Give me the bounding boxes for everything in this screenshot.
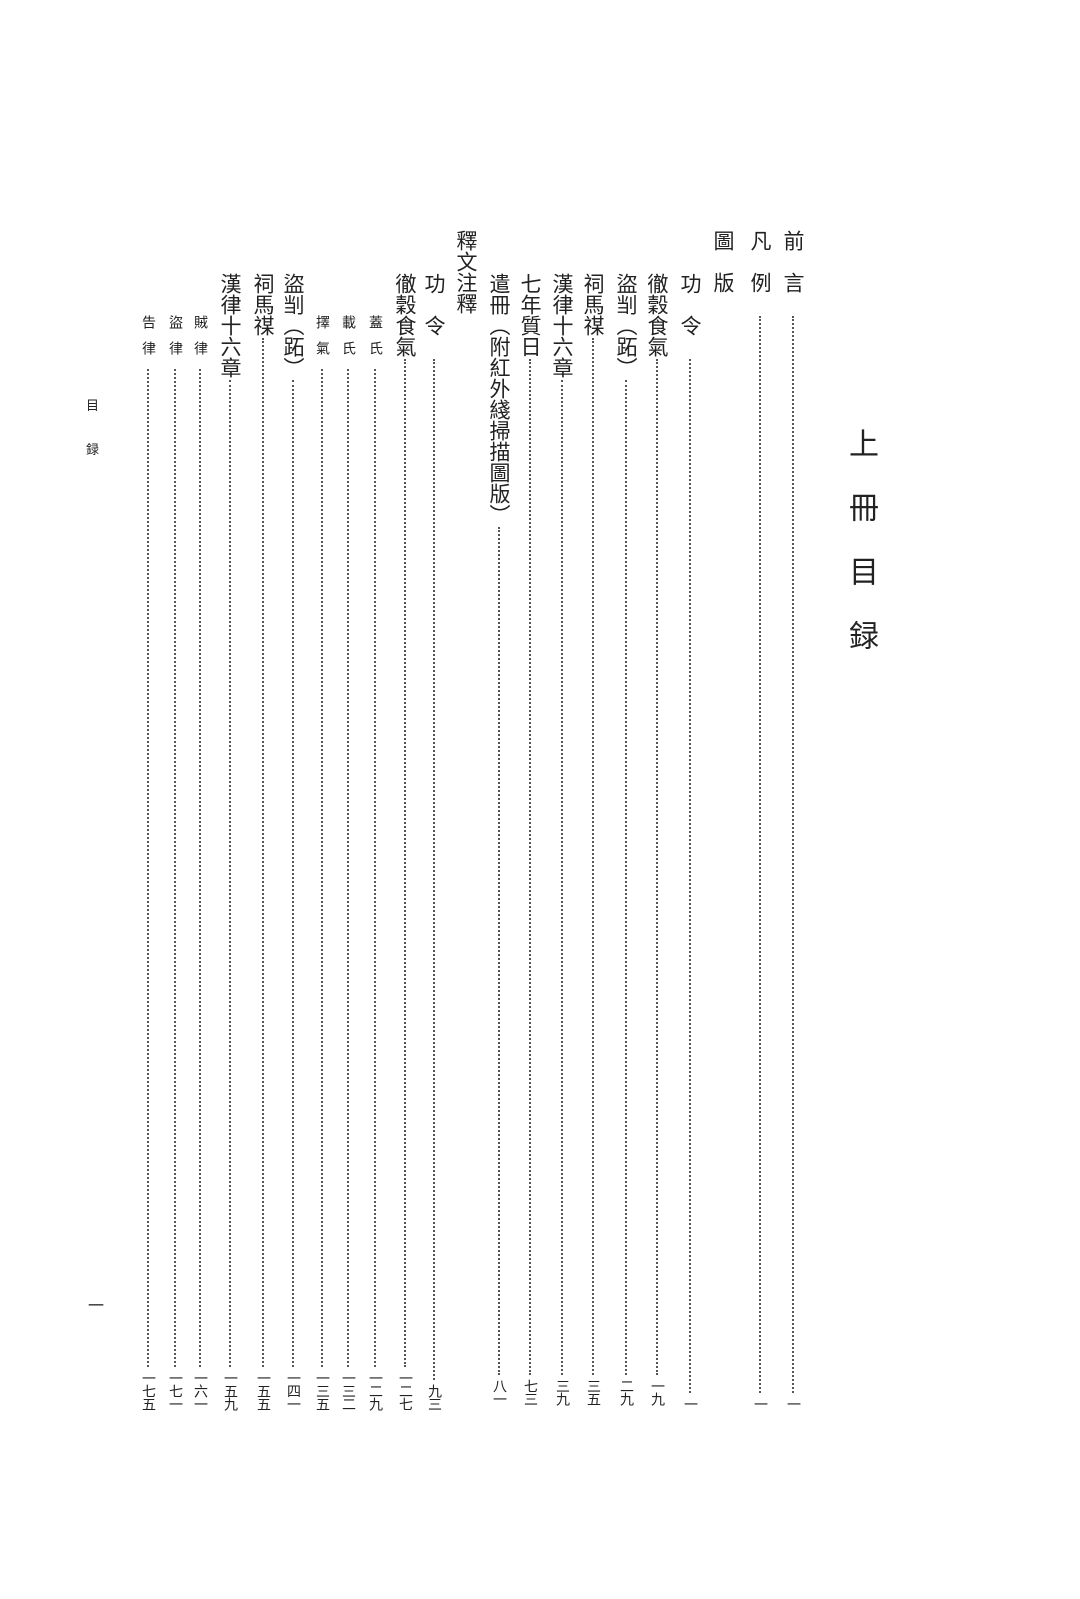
dot-leader (433, 359, 435, 1380)
toc-entry[interactable]: 祠馬禖 一五五 (248, 273, 278, 1410)
dot-leader (792, 316, 794, 1393)
running-head: 録 (86, 443, 100, 458)
entry-title: 漢律十六章 (550, 273, 574, 378)
page-number: 一 (88, 1296, 105, 1315)
dot-leader (292, 380, 294, 1367)
entry-title: 遣冊（附紅外綫掃描圖版） (487, 273, 511, 525)
entry-page: 二九 (618, 1379, 634, 1405)
entry-page: 一三五 (314, 1371, 330, 1410)
toc-entry[interactable]: 漢律十六章 三九 (547, 273, 577, 1405)
dot-leader (592, 338, 594, 1375)
dot-leader (561, 380, 563, 1375)
dot-leader (262, 338, 264, 1367)
dot-leader (147, 369, 149, 1367)
entry-page: 七三 (522, 1379, 538, 1405)
entry-page: 一 (752, 1397, 768, 1410)
toc-entry[interactable]: 祠馬禖 三五 (578, 273, 608, 1405)
dot-leader (529, 359, 531, 1375)
dot-leader (347, 369, 349, 1367)
entry-title: 盜㓥（跖） (281, 273, 305, 378)
toc-entry[interactable]: 功令 九三 (419, 273, 449, 1410)
toc-entry[interactable]: 告律 一七五 (133, 315, 163, 1410)
dot-leader (229, 380, 231, 1367)
entry-page: 一五九 (222, 1371, 238, 1410)
toc-entry[interactable]: 七年質日 七三 (515, 273, 545, 1405)
dot-leader (759, 316, 761, 1393)
page-title: 上冊目録 (843, 428, 878, 684)
toc-entry[interactable]: 漢律十六章 一五九 (215, 273, 245, 1410)
entry-page: 一五五 (255, 1371, 271, 1410)
dot-leader (625, 380, 627, 1375)
dot-leader (174, 369, 176, 1367)
entry-title: 前言 (781, 230, 805, 314)
dot-leader (689, 359, 691, 1393)
toc-entry[interactable]: 徹穀食氣 一二七 (390, 273, 420, 1410)
entry-title: 盜㓥（跖） (614, 273, 638, 378)
dot-leader (498, 527, 500, 1375)
entry-title: 蓋氏 (367, 315, 383, 367)
dot-leader (199, 369, 201, 1367)
entry-title: 七年質日 (518, 273, 542, 357)
toc-entry[interactable]: 功令一 (675, 273, 705, 1410)
entry-page: 一六一 (192, 1371, 208, 1410)
toc-entry[interactable]: 凡例一 (745, 230, 775, 1410)
entry-title: 圖版 (711, 230, 735, 314)
entry-page: 一九 (649, 1379, 665, 1405)
entry-title: 凡例 (748, 230, 772, 314)
entry-title: 祠馬禖 (251, 273, 275, 336)
entry-page: 三五 (585, 1379, 601, 1405)
entry-page: 一二九 (367, 1371, 383, 1410)
toc-entry[interactable]: 前言一 (778, 230, 808, 1410)
dot-leader (404, 359, 406, 1367)
entry-page: 一七五 (140, 1371, 156, 1410)
toc-section-heading[interactable]: 釋文注釋 (451, 230, 481, 314)
entry-page: 一七一 (167, 1371, 183, 1410)
entry-title: 祠馬禖 (581, 273, 605, 336)
entry-title: 功令 (422, 273, 446, 357)
toc-entry[interactable]: 載氏 一三二 (333, 315, 363, 1410)
toc-entry[interactable]: 盜㓥（跖） 二九 (611, 273, 641, 1405)
toc-entry[interactable]: 遣冊（附紅外綫掃描圖版） 八一 (484, 273, 514, 1405)
entry-title: 功令 (678, 273, 702, 357)
entry-page: 一四一 (285, 1371, 301, 1410)
entry-title: 徹穀食氣 (645, 273, 669, 357)
toc-entry[interactable]: 盜律 一七一 (160, 315, 190, 1410)
entry-title: 盜律 (167, 315, 183, 367)
toc-entry[interactable]: 盜㓥（跖） 一四一 (278, 273, 308, 1410)
toc-entry[interactable]: 賊律 一六一 (185, 315, 215, 1410)
toc-entry[interactable]: 徹穀食氣 一九 (642, 273, 672, 1405)
entry-title: 載氏 (340, 315, 356, 367)
entry-page: 一 (682, 1397, 698, 1410)
entry-page: 一三二 (340, 1371, 356, 1410)
entry-title: 擇氣 (314, 315, 330, 367)
entry-title: 賊律 (192, 315, 208, 367)
entry-page: 八一 (491, 1379, 507, 1405)
entry-title: 漢律十六章 (218, 273, 242, 378)
dot-leader (374, 369, 376, 1367)
entry-title: 告律 (140, 315, 156, 367)
toc-entry[interactable]: 擇氣 一三五 (307, 315, 337, 1410)
toc-entry[interactable]: 蓋氏 一二九 (360, 315, 390, 1410)
entry-title: 徹穀食氣 (393, 273, 417, 357)
entry-page: 三九 (554, 1379, 570, 1405)
dot-leader (321, 369, 323, 1367)
running-head: 目 (86, 399, 100, 414)
entry-page: 九三 (426, 1384, 442, 1410)
entry-page: 一二七 (397, 1371, 413, 1410)
toc-section-heading[interactable]: 圖版 (708, 230, 738, 314)
dot-leader (656, 359, 658, 1375)
entry-title: 釋文注釋 (454, 230, 478, 314)
entry-page: 一 (785, 1397, 801, 1410)
